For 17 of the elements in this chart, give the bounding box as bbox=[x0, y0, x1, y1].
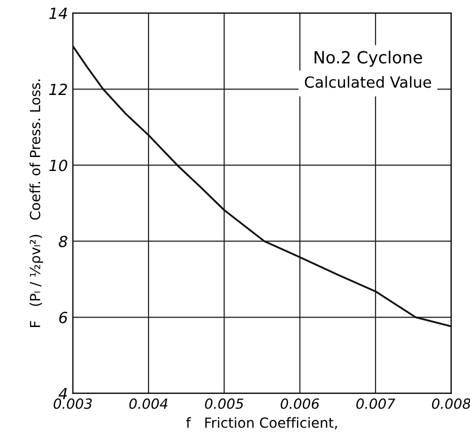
x-tick-label: 0.003 bbox=[54, 398, 92, 409]
line-series bbox=[72, 45, 452, 328]
x-tick-label: 0.008 bbox=[432, 398, 470, 409]
annotation: No.2 Cyclone bbox=[314, 50, 422, 67]
annotation: Calculated Value bbox=[304, 76, 432, 88]
y-tick-label: 4 bbox=[58, 388, 67, 400]
y-tick-label: 8 bbox=[58, 236, 68, 248]
x-tick-label: 0.005 bbox=[205, 398, 244, 409]
x-tick-label: 0.007 bbox=[356, 398, 396, 409]
y-tick-label: 14 bbox=[49, 8, 67, 19]
y-tick-label: 6 bbox=[59, 312, 68, 324]
y-tick-label: 10 bbox=[49, 160, 68, 172]
x-tick-label: 0.006 bbox=[280, 398, 320, 409]
x-axis-title: f Friction Coefficient, bbox=[186, 417, 337, 430]
y-axis-title: F (Pₗ / ½ρvₗ²) Coeff. of Press. Loss. bbox=[30, 80, 43, 327]
x-tick-label: 0.004 bbox=[129, 398, 168, 409]
y-tick-label: 12 bbox=[49, 84, 68, 95]
